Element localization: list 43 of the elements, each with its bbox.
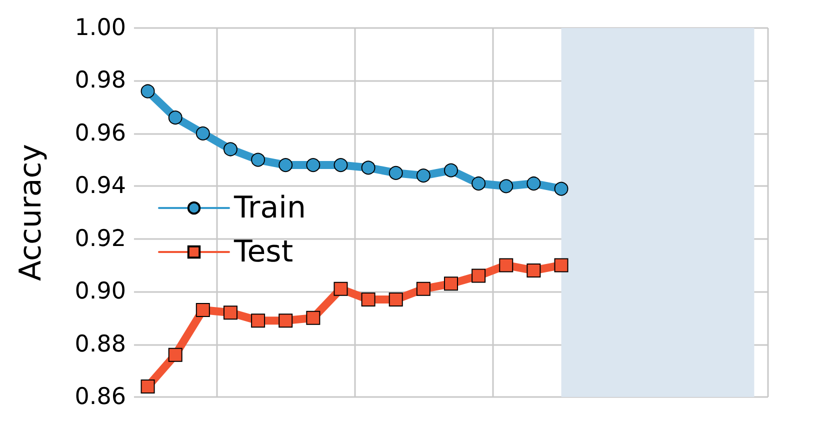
point [334,282,348,296]
point [472,268,486,283]
legend-label: Test [233,234,294,270]
point [361,160,376,175]
legend-label: Train [233,190,306,226]
point [196,126,210,140]
point [168,348,182,362]
point [444,276,458,291]
point [526,176,541,191]
y-tick-label: 0.94 [74,173,126,200]
y-tick-label: 0.86 [74,384,126,410]
point [388,166,403,180]
point [526,263,541,278]
point [416,168,430,183]
y-tick-label: 1.00 [74,15,126,41]
point [306,158,320,172]
point [554,182,568,196]
point [140,379,155,394]
point [499,179,514,194]
point [168,110,182,125]
point [444,163,458,178]
point [251,314,266,328]
point [278,158,293,172]
y-tick-label: 0.88 [74,331,126,358]
point [223,306,238,320]
y-tick-label: 0.92 [74,226,126,252]
point [306,310,320,325]
point [223,142,238,156]
point [278,314,293,328]
point [416,282,430,296]
y-axis-title: Accuracy [14,144,48,281]
point [388,292,403,306]
point [472,176,486,191]
point [196,303,210,318]
y-tick-label: 0.96 [74,120,126,146]
point [251,152,266,167]
point [554,258,568,272]
point [361,292,376,306]
y-tick-label: 0.98 [74,68,126,94]
point [140,84,155,98]
point [334,158,348,172]
y-tick-label: 0.90 [74,278,126,305]
point [499,258,514,272]
